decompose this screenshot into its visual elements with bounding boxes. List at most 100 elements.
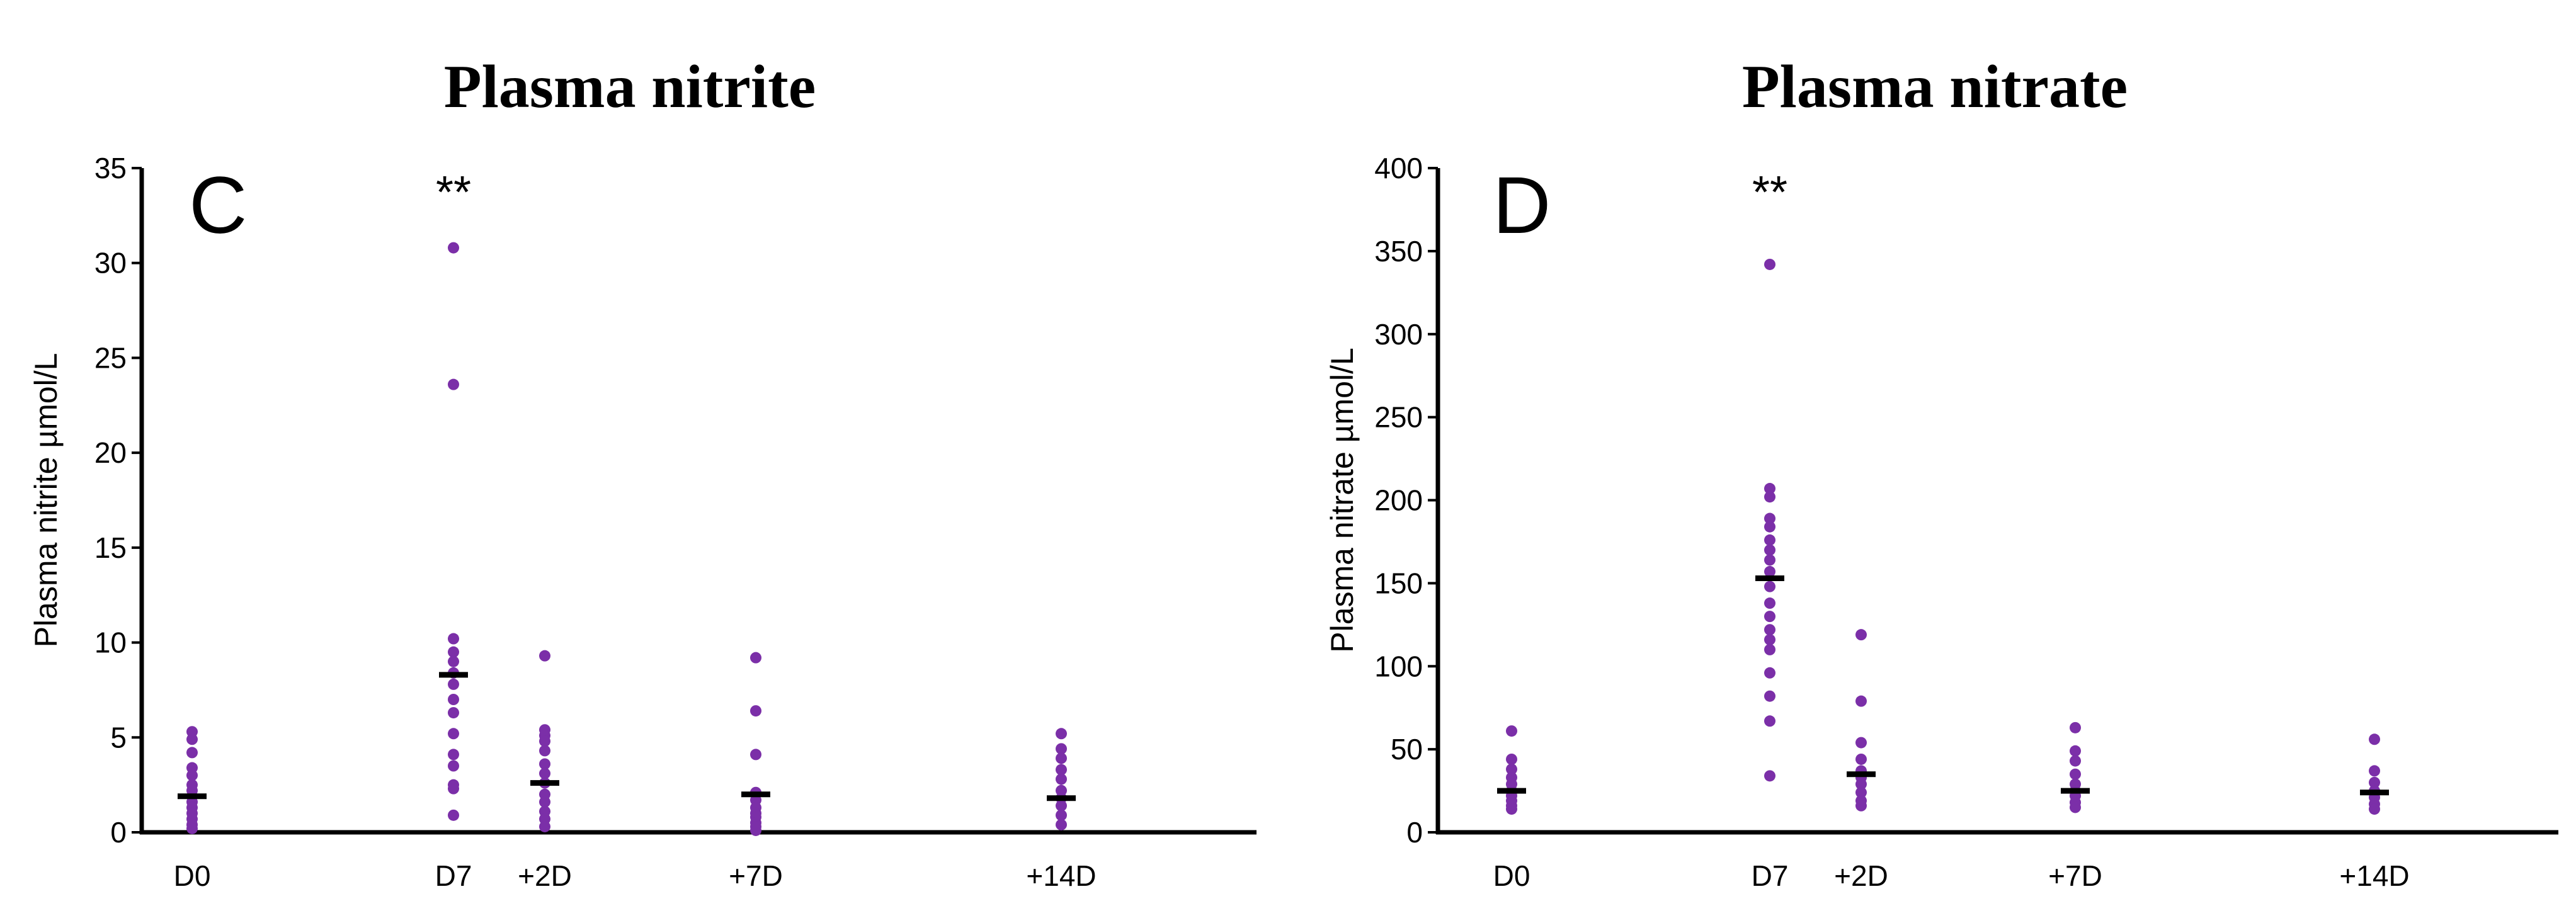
y-axis-label: Plasma nitrite µmol/L	[28, 353, 64, 648]
y-tick-label: 50	[1391, 733, 1423, 766]
group-d0	[1497, 725, 1526, 815]
data-point	[1764, 667, 1775, 679]
data-point	[1056, 809, 1067, 821]
significance-annotation: **	[1752, 167, 1787, 218]
data-point	[1764, 483, 1775, 495]
data-point	[2369, 733, 2380, 745]
group-plus-14d	[2360, 733, 2389, 815]
data-point	[1764, 521, 1775, 533]
data-point	[1855, 737, 1867, 749]
group-plus-7d	[741, 652, 770, 836]
x-tick-label: +14D	[1026, 859, 1096, 892]
panel-d: Plasma nitrateD050100150200250300350400P…	[1325, 53, 2558, 892]
data-point	[1506, 803, 1517, 815]
data-point	[539, 820, 550, 832]
data-point	[2070, 801, 2081, 813]
y-tick-label: 350	[1374, 235, 1423, 268]
data-point	[448, 707, 459, 719]
data-point	[186, 747, 198, 759]
y-tick-label: 200	[1374, 484, 1423, 517]
data-point	[1056, 818, 1067, 830]
data-point	[539, 796, 550, 808]
y-tick-label: 400	[1374, 152, 1423, 184]
x-tick-label: D0	[1493, 859, 1530, 892]
x-tick-label: +14D	[2339, 859, 2409, 892]
data-point	[448, 760, 459, 772]
data-point	[1056, 752, 1067, 764]
data-point	[1764, 534, 1775, 546]
y-tick-label: 30	[94, 247, 127, 280]
panel-c: Plasma nitrite C 0 5 10 15 20 25 30 35 Plasma nitr…	[28, 53, 1257, 892]
data-point	[448, 783, 459, 795]
data-point	[1506, 753, 1517, 765]
group-plus-2d	[1847, 629, 1876, 812]
data-point	[2070, 768, 2081, 780]
data-point	[1764, 715, 1775, 727]
data-point	[1056, 743, 1067, 755]
data-point	[1764, 491, 1775, 503]
group-d0	[178, 726, 207, 834]
data-point	[2369, 803, 2380, 815]
data-point	[1056, 773, 1067, 785]
x-tick-label: +7D	[2048, 859, 2102, 892]
data-point	[2070, 755, 2081, 767]
y-tick-label: 5	[110, 721, 127, 754]
data-point	[448, 694, 459, 705]
data-point	[1506, 763, 1517, 775]
data-point	[186, 733, 198, 745]
x-tick-label: D7	[435, 859, 472, 892]
data-point	[1855, 778, 1867, 790]
y-tick-label: 0	[110, 816, 127, 849]
data-point	[1764, 544, 1775, 556]
data-point	[539, 758, 550, 770]
y-tick-label: 300	[1374, 318, 1423, 351]
x-tick-label: +2D	[1834, 859, 1888, 892]
y-tick-label: 20	[94, 436, 127, 469]
y-tick-label: 150	[1374, 567, 1423, 599]
data-point	[1764, 580, 1775, 592]
significance-annotation: **	[436, 167, 471, 218]
data-point	[1056, 764, 1067, 776]
data-point	[186, 769, 198, 781]
data-point	[539, 767, 550, 779]
data-point	[539, 650, 550, 662]
data-point	[186, 822, 198, 834]
data-point	[539, 735, 550, 747]
x-tick-label: +2D	[518, 859, 572, 892]
data-point	[750, 705, 761, 717]
y-tick-label: 10	[94, 626, 127, 659]
data-point	[750, 824, 761, 836]
data-point	[1764, 611, 1775, 623]
data-point	[539, 745, 550, 757]
data-point	[2070, 745, 2081, 757]
data-point	[2070, 721, 2081, 733]
data-point	[1855, 786, 1867, 798]
data-point	[1764, 597, 1775, 609]
group-plus-14d	[1047, 728, 1076, 830]
data-point	[1855, 753, 1867, 765]
y-tick-label: 35	[94, 152, 127, 184]
data-point	[1764, 690, 1775, 702]
data-point	[1855, 800, 1867, 812]
data-point	[1506, 725, 1517, 737]
x-tick-label: D7	[1752, 859, 1789, 892]
x-tick-label: +7D	[729, 859, 783, 892]
data-point	[1764, 634, 1775, 646]
data-point	[750, 749, 761, 761]
data-point	[2369, 765, 2380, 777]
data-point	[448, 678, 459, 690]
y-tick-label: 15	[94, 531, 127, 564]
data-point	[1764, 258, 1775, 270]
data-point	[1764, 770, 1775, 782]
data-point	[1056, 800, 1067, 812]
panel-letter: D	[1493, 161, 1551, 251]
group-d7	[439, 242, 468, 821]
group-plus-7d	[2061, 721, 2090, 813]
data-point	[1764, 624, 1775, 636]
chart-title: Plasma nitrate	[1742, 53, 2128, 121]
data-point	[1855, 629, 1867, 641]
group-d7	[1755, 258, 1784, 782]
data-point	[1764, 565, 1775, 577]
data-point	[1855, 695, 1867, 707]
